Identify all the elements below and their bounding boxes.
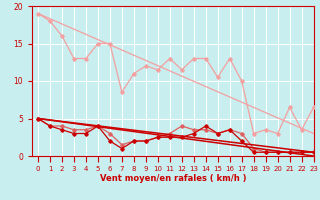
X-axis label: Vent moyen/en rafales ( km/h ): Vent moyen/en rafales ( km/h ) (100, 174, 246, 183)
